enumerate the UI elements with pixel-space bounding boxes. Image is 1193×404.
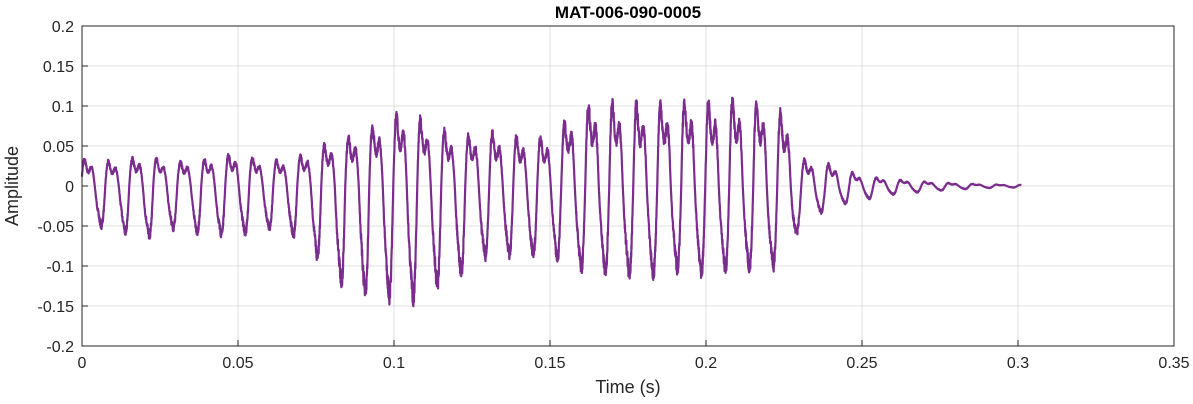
- y-tick-label: -0.1: [46, 259, 74, 276]
- x-tick-label: 0.3: [1007, 355, 1029, 372]
- y-tick-label: 0.05: [43, 139, 74, 156]
- x-tick-label: 0.1: [383, 355, 405, 372]
- y-tick-label: 0: [65, 179, 74, 196]
- x-tick-label: 0: [78, 355, 87, 372]
- series-line: [80, 96, 1023, 308]
- y-tick-label: 0.1: [52, 99, 74, 116]
- x-tick-label: 0.35: [1158, 355, 1189, 372]
- x-axis-label: Time (s): [595, 377, 660, 397]
- y-axis-label: Amplitude: [2, 146, 22, 226]
- ticks: 0 0.05 0.1 0.15 0.2 0.25 0.3 0.35 -0.2 -0.15 -0.1 -…: [38, 19, 1190, 372]
- y-tick-label: -0.05: [38, 219, 75, 236]
- chart-title: MAT-006-090-0005: [555, 3, 701, 22]
- x-tick-label: 0.15: [534, 355, 565, 372]
- x-tick-label: 0.2: [695, 355, 717, 372]
- x-tick-label: 0.25: [846, 355, 877, 372]
- y-tick-label: 0.15: [43, 59, 74, 76]
- series-layer: [80, 96, 1023, 308]
- y-tick-label: -0.2: [46, 339, 74, 356]
- y-tick-label: -0.15: [38, 299, 75, 316]
- y-tick-label: 0.2: [52, 19, 74, 36]
- x-tick-label: 0.05: [222, 355, 253, 372]
